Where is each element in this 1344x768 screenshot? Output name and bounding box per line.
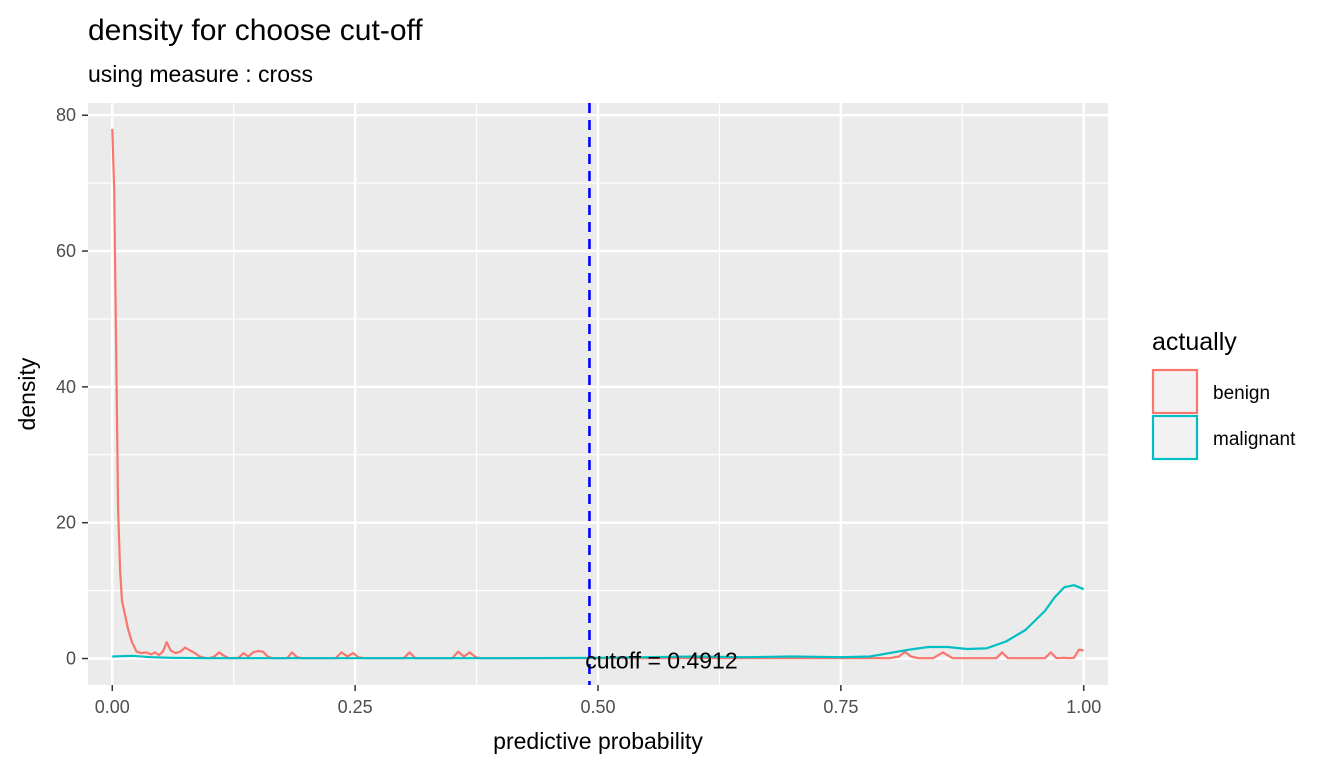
x-axis-title: predictive probability [493,728,703,754]
chart-subtitle: using measure : cross [88,61,313,87]
y-tick-label: 0 [66,649,76,669]
cutoff-label: cutoff = 0.4912 [585,648,737,674]
y-tick-label: 80 [56,105,76,125]
legend: actually benign malignant [1151,328,1296,461]
x-tick-label: 0.50 [580,697,615,717]
y-tick-label: 20 [56,513,76,533]
y-axis-ticks: 0 20 40 60 80 [56,105,88,669]
x-tick-label: 1.00 [1066,697,1101,717]
legend-label-malignant: malignant [1213,429,1296,450]
x-tick-label: 0.75 [823,697,858,717]
legend-key-malignant [1151,414,1199,461]
series-layer [111,128,1085,660]
legend-title: actually [1152,328,1237,356]
x-tick-label: 0.00 [95,697,130,717]
legend-entries: benign malignant [1151,368,1296,461]
legend-key-benign [1151,368,1199,415]
y-tick-label: 40 [56,377,76,397]
x-tick-label: 0.25 [338,697,373,717]
series-line-malignant [112,584,1085,660]
y-tick-label: 60 [56,241,76,261]
y-axis-title: density [14,357,40,430]
chart-title: density for choose cut-off [88,14,423,47]
legend-label-benign: benign [1213,383,1270,404]
x-axis-ticks: 0.00 0.25 0.50 0.75 1.00 [95,685,1101,717]
